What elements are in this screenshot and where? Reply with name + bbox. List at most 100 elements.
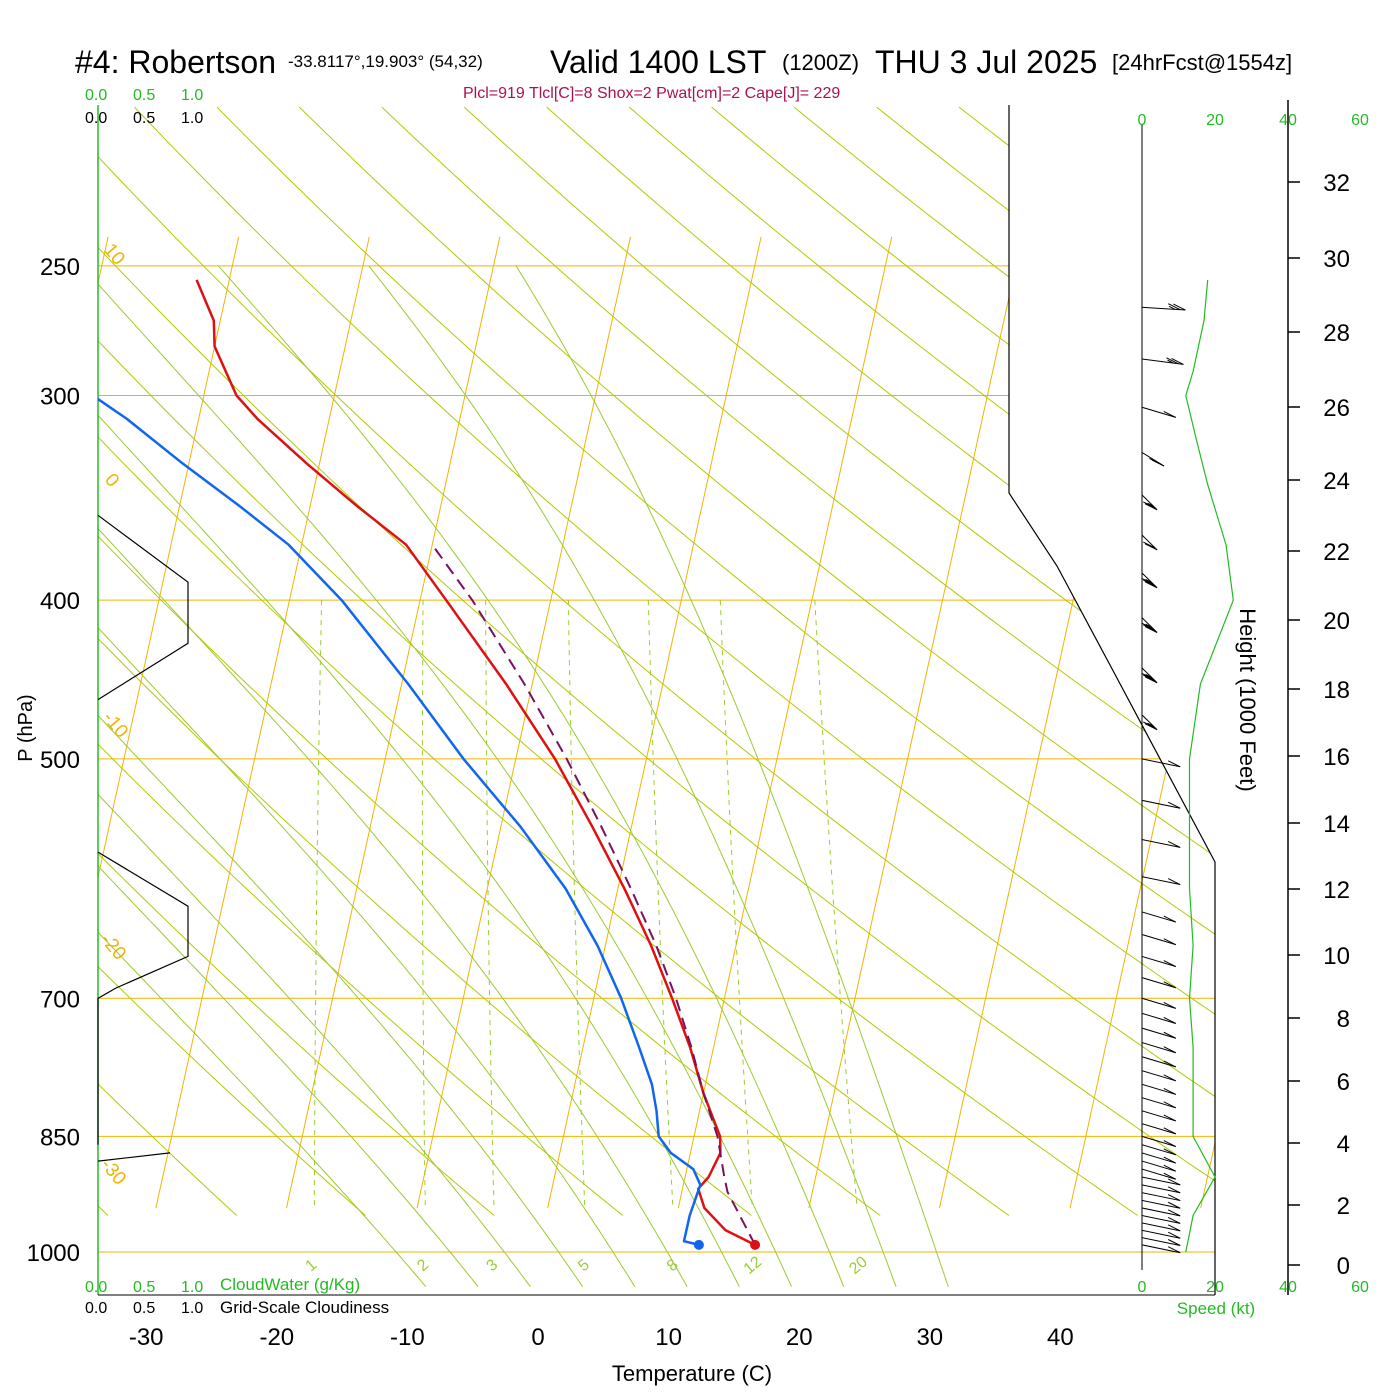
wind-barb-flag <box>1167 1178 1181 1186</box>
wind-barb-flag <box>1163 1060 1177 1068</box>
isotherm-line <box>416 236 631 1209</box>
valid-date: THU 3 Jul 2025 <box>875 44 1097 80</box>
sounding-indices: Plcl=919 Tlcl[C]=8 Shox=2 Pwat[cm]=2 Cap… <box>463 85 840 102</box>
wind-barb-flag <box>1144 676 1158 684</box>
wind-barb-half <box>1168 305 1176 310</box>
dry-adiabat-line <box>98 106 495 1216</box>
dry-adiabat-line <box>98 106 1215 1216</box>
isotherm-line <box>155 236 370 1209</box>
moist-adiabat-line <box>98 265 584 1287</box>
wind-barb-flag <box>1166 357 1179 365</box>
wind-barb <box>1141 839 1181 848</box>
wind-barb-staff <box>1141 1070 1176 1082</box>
wind-barb-staff <box>1141 1123 1176 1135</box>
speed-tick-bottom-1: 20 <box>1206 1279 1224 1296</box>
height-tick-label: 30 <box>1323 246 1350 273</box>
speed-scale-top: 0 20 40 60 <box>1138 112 1369 129</box>
cloud-scale-top-black-1: 0.5 <box>133 110 155 127</box>
wind-barb-staff <box>1141 1199 1181 1209</box>
wind-barb-staff <box>1141 1110 1176 1122</box>
x-tick-label: 20 <box>786 1324 813 1351</box>
height-axis-label: Height (1000 Feet) <box>1235 608 1260 791</box>
wind-barb-staff <box>1141 977 1176 989</box>
mixing-ratio-label: 3 <box>484 1256 502 1275</box>
wind-barb <box>1141 1192 1181 1202</box>
wind-barb-flag <box>1143 624 1156 632</box>
wind-barb-staff <box>1141 1012 1176 1024</box>
dewpoint-profile-line <box>98 292 702 1247</box>
speed-tick-bottom-3: 60 <box>1351 1279 1369 1296</box>
wind-barb-flag <box>1163 1172 1177 1180</box>
wind-barb-flag <box>1163 1156 1177 1164</box>
wind-barb-staff <box>1141 839 1181 848</box>
height-tick-label: 28 <box>1323 320 1350 347</box>
moist-adiabat-line <box>98 265 531 1287</box>
isotherm-line <box>1200 236 1215 1209</box>
height-tick-label: 24 <box>1323 468 1350 495</box>
wind-barb <box>1141 1042 1177 1054</box>
isotherm-label: 30 <box>1177 764 1207 794</box>
isotherm-label: -10 <box>98 708 132 743</box>
moist-adiabat-line <box>98 265 740 1287</box>
isotherm-line <box>1331 237 1400 1208</box>
dry-adiabat-line <box>134 106 1215 1216</box>
speed-tick-top-1: 20 <box>1206 112 1224 129</box>
pressure-tick-label: 1000 <box>27 1240 80 1267</box>
height-tick-label: 20 <box>1323 608 1350 635</box>
height-tick-label: 16 <box>1323 744 1350 771</box>
wind-barb-flag <box>1143 579 1156 587</box>
pressure-tick-label: 400 <box>40 588 80 615</box>
wind-barb <box>1141 534 1158 551</box>
mixing-ratio-line <box>647 600 674 1209</box>
dry-adiabat-line <box>98 106 881 1216</box>
wind-speed-profile <box>1185 279 1234 1253</box>
height-tick-label: 0 <box>1337 1253 1350 1280</box>
wind-barb <box>1141 1097 1177 1109</box>
wind-barb <box>1141 1207 1181 1217</box>
isotherm-label: 0 <box>100 470 123 492</box>
pressure-tick-label: 500 <box>40 747 80 774</box>
wind-barb-flag <box>1163 1087 1177 1095</box>
cloud-scale-top-green-0: 0.0 <box>85 87 107 104</box>
wind-barb-flag <box>1173 303 1186 311</box>
height-tick-label: 22 <box>1323 539 1350 566</box>
forecast-info: [24hrFcst@1554z] <box>1112 50 1292 75</box>
mixing-ratio-label: 2 <box>414 1256 432 1275</box>
profiles <box>98 279 761 1250</box>
wind-barb-flag <box>1163 938 1177 946</box>
wind-barb-flag <box>1144 723 1158 731</box>
wind-barb-half <box>1145 674 1152 678</box>
valid-time: Valid 1400 LST <box>550 44 766 80</box>
wind-barb-flag <box>1167 1246 1181 1254</box>
pressure-tick-label: 700 <box>40 986 80 1013</box>
cloud-scale-bottom-black-0: 0.0 <box>85 1300 107 1317</box>
wind-barb-staff <box>1141 1042 1176 1054</box>
isotherm-line <box>939 236 1154 1209</box>
cloud-scale-bottom-black-1: 0.5 <box>133 1300 155 1317</box>
wind-barb <box>1141 1199 1181 1209</box>
cloud-scale-bottom-black-2: 1.0 <box>181 1300 203 1317</box>
height-tick-label: 26 <box>1323 395 1350 422</box>
dry-adiabat-line <box>98 106 238 1216</box>
wind-barb <box>1141 1135 1177 1147</box>
wind-barb-staff <box>1141 1222 1181 1232</box>
cloudiness-label: Grid-Scale Cloudiness <box>220 1298 389 1317</box>
wind-barb <box>1141 406 1177 418</box>
wind-barb <box>1141 1215 1181 1224</box>
mixing-ratio-label: 1 <box>303 1256 321 1275</box>
wind-barb-flag <box>1163 981 1177 989</box>
wind-barb <box>1141 1070 1177 1082</box>
cloud-scale-top-green-2: 1.0 <box>181 87 203 104</box>
wind-barb <box>1141 357 1184 365</box>
dry-adiabat-line <box>98 106 1138 1216</box>
isotherm-line <box>98 236 240 1209</box>
dry-adiabat-line <box>793 106 1215 1216</box>
moist-adiabat-line <box>515 265 949 1287</box>
moist-adiabat-line <box>98 265 793 1287</box>
isotherm-line <box>286 236 501 1209</box>
wind-barb <box>1141 799 1181 809</box>
cloud-scale-top-black-2: 1.0 <box>181 110 203 127</box>
dry-adiabat-line <box>216 106 1215 1216</box>
wind-barb-staff <box>1141 876 1181 886</box>
mixing-ratio-line <box>485 600 495 1209</box>
